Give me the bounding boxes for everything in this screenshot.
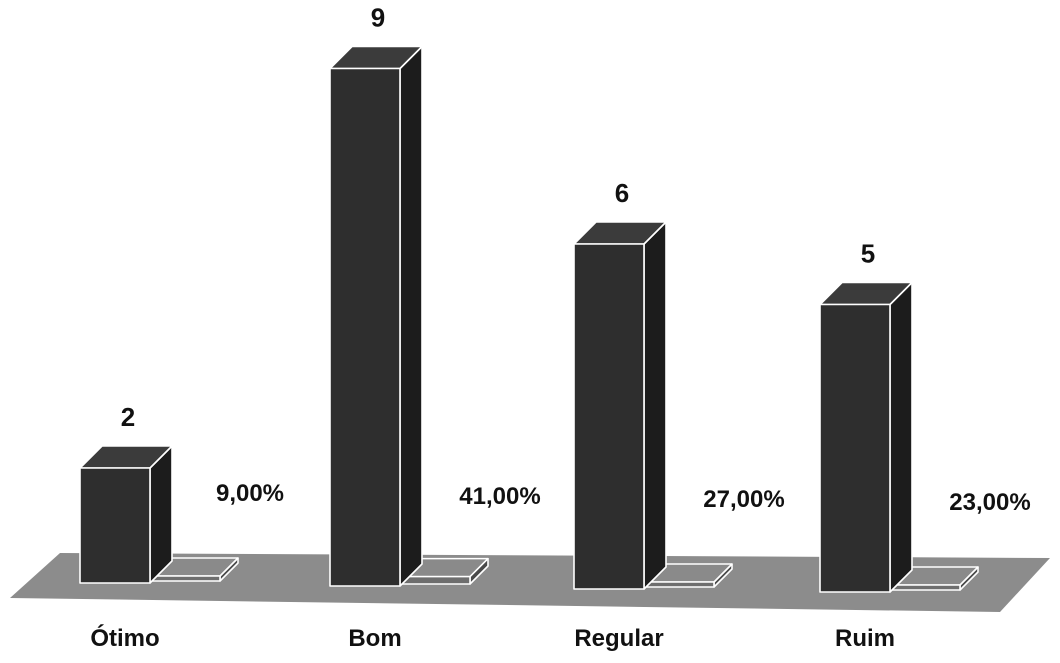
category-label: Bom: [348, 625, 401, 652]
category-label: Regular: [574, 625, 663, 652]
count-bar-side: [889, 281, 913, 593]
count-bar-front: [573, 243, 645, 590]
percent-label: 9,00%: [216, 480, 284, 507]
count-bar: [79, 445, 173, 584]
count-bar: [573, 221, 667, 590]
count-bar: [329, 45, 423, 587]
percent-bar-front: [149, 575, 221, 582]
bar-value-label: 5: [861, 239, 875, 269]
percent-bar-front: [889, 584, 961, 591]
count-bar: [819, 281, 913, 593]
bar-value-label: 2: [121, 402, 135, 432]
labels-layer: 2 9,00% Ótimo 9 41,00% Bom 6 27,00% Regular 5 23,0…: [90, 3, 1030, 653]
percent-label: 41,00%: [459, 483, 540, 510]
percent-bar-front: [399, 575, 471, 585]
category-label: Ruim: [835, 625, 895, 652]
count-bar-side: [149, 445, 173, 584]
count-bar-front: [329, 67, 401, 587]
chart-floor: [10, 553, 1050, 612]
count-bar-side: [399, 45, 423, 587]
percent-bar: [399, 557, 489, 585]
bar-value-label: 6: [615, 178, 629, 208]
category-label: Ótimo: [90, 624, 159, 652]
bar-value-label: 9: [371, 3, 385, 33]
bars-layer: [79, 45, 979, 593]
count-bar-front: [819, 303, 891, 593]
percent-label: 27,00%: [703, 486, 784, 513]
count-bar-side: [643, 221, 667, 590]
percent-bar-front: [643, 581, 715, 588]
percent-label: 23,00%: [949, 489, 1030, 516]
count-bar-front: [79, 467, 151, 584]
